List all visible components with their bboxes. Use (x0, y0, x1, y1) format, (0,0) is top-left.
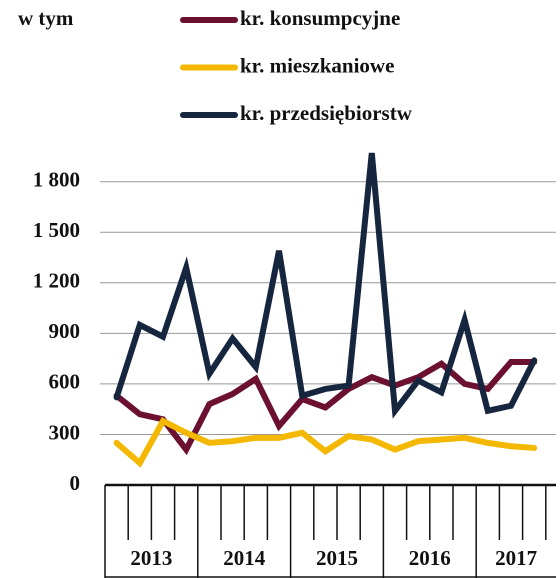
y-tick-label: 1 800 (33, 168, 80, 192)
series-line (113, 416, 538, 468)
y-tick-label: 600 (49, 370, 81, 394)
y-tick-label: 1 500 (33, 218, 80, 242)
group-label: 2015 (316, 546, 358, 570)
y-tick-label: 300 (49, 420, 81, 444)
group-label: 2017 (495, 546, 537, 570)
group-label: 2014 (223, 546, 266, 570)
y-tick-label: 900 (49, 319, 81, 343)
y-tick-label: 1 200 (33, 269, 80, 293)
legend-title: w tym (18, 6, 74, 30)
legend-label: kr. konsumpcyjne (240, 6, 400, 30)
group-label: 2016 (409, 546, 451, 570)
legend-label: kr. przedsiębiorstw (240, 101, 413, 125)
legend-label: kr. mieszkaniowe (240, 53, 394, 77)
series-line (113, 152, 538, 419)
series-line (113, 358, 538, 456)
y-tick-label: 0 (70, 471, 81, 495)
group-label: 2013 (130, 546, 172, 570)
